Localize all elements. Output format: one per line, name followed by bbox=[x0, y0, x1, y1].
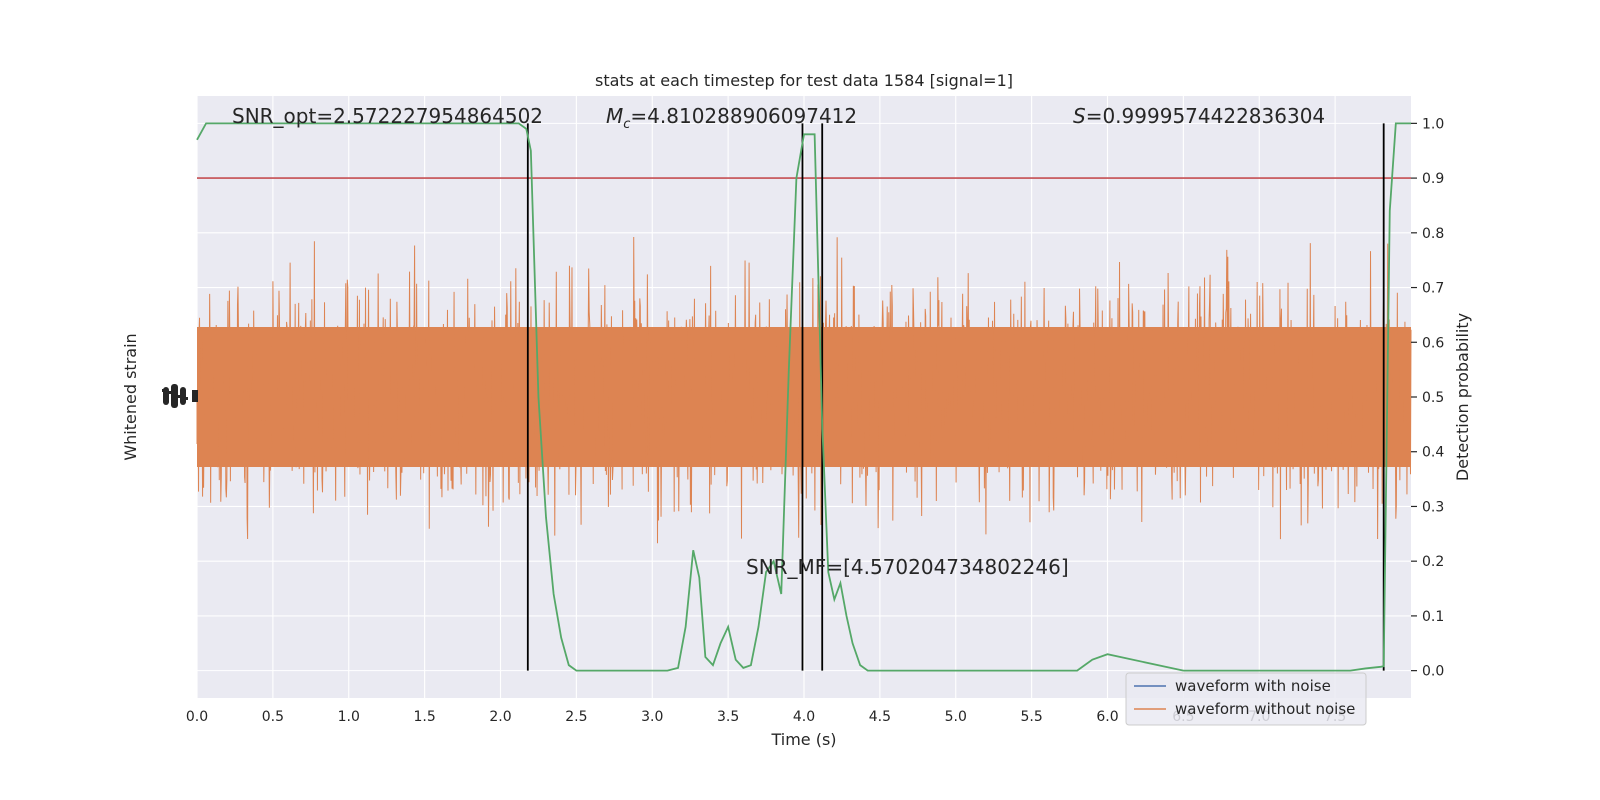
detection-probability-series bbox=[196, 122, 1411, 672]
chirp-mass-annotation: Mc=4.810288906097412 bbox=[606, 104, 857, 132]
waveform-without-noise-series bbox=[196, 236, 1412, 544]
chirp-mass-value: =4.810288906097412 bbox=[630, 104, 857, 128]
x-tick-label: 1.0 bbox=[338, 709, 360, 725]
chirp-mass-subscript: c bbox=[623, 117, 630, 132]
legend-box bbox=[1125, 672, 1367, 726]
x-tick-label: 5.0 bbox=[945, 709, 967, 725]
x-tick-label: 2.5 bbox=[565, 709, 587, 725]
x-tick-label: 3.5 bbox=[717, 709, 739, 725]
detection-probability-line bbox=[196, 122, 1411, 672]
s-symbol: S bbox=[1073, 104, 1086, 128]
s-value: =0.9999574422836304 bbox=[1086, 104, 1325, 128]
x-tick-label: 2.0 bbox=[489, 709, 511, 725]
left-axis-label: Whitened strain bbox=[121, 333, 140, 460]
waveform-without-noise-line bbox=[196, 236, 1412, 544]
x-tick-label: 4.0 bbox=[793, 709, 815, 725]
right-axis-label: Detection probability bbox=[1453, 313, 1472, 481]
x-tick-label: 0.5 bbox=[262, 709, 284, 725]
right-tick-label: 0.0 bbox=[1422, 664, 1444, 680]
right-axis-ticks: 0.0 0.1 0.2 0.3 0.4 0.5 0.6 0.7 0.8 0.9 1.0 bbox=[1411, 116, 1444, 680]
legend-label-with-noise: waveform with noise bbox=[1175, 677, 1331, 695]
left-axis-ticks bbox=[162, 384, 198, 408]
left-tick-label bbox=[167, 391, 173, 394]
right-tick-label: 0.7 bbox=[1422, 281, 1444, 297]
right-tick-label: 0.6 bbox=[1422, 335, 1444, 351]
x-tick-label: 5.5 bbox=[1020, 709, 1042, 725]
right-tick-label: 0.5 bbox=[1422, 390, 1444, 406]
x-tick-label: 1.5 bbox=[413, 709, 435, 725]
s-annotation: S=0.9999574422836304 bbox=[1073, 104, 1325, 128]
x-axis-label: Time (s) bbox=[770, 730, 836, 749]
right-tick-label: 0.8 bbox=[1422, 226, 1444, 242]
legend-label-without-noise: waveform without noise bbox=[1175, 700, 1355, 718]
left-tick-label bbox=[171, 384, 178, 408]
right-tick-label: 0.4 bbox=[1422, 445, 1444, 461]
chart-title: stats at each timestep for test data 158… bbox=[595, 71, 1013, 90]
chirp-mass-symbol: M bbox=[606, 104, 623, 128]
right-tick-label: 0.9 bbox=[1422, 171, 1444, 187]
snr-opt-annotation: SNR_opt=2.572227954864502 bbox=[232, 104, 543, 128]
right-tick-label: 0.2 bbox=[1422, 554, 1444, 570]
left-tick-label bbox=[163, 387, 169, 405]
right-tick-label: 1.0 bbox=[1422, 116, 1444, 132]
left-tick-label bbox=[192, 390, 198, 402]
x-tick-label: 6.0 bbox=[1096, 709, 1118, 725]
left-tick-label bbox=[180, 387, 186, 405]
legend: waveform with noise waveform without noi… bbox=[1125, 672, 1367, 726]
right-tick-label: 0.1 bbox=[1422, 609, 1444, 625]
snr-mf-annotation: SNR_MF=[4.570204734802246] bbox=[746, 555, 1069, 579]
right-tick-label: 0.3 bbox=[1422, 499, 1444, 515]
x-tick-label: 4.5 bbox=[869, 709, 891, 725]
x-tick-label: 3.0 bbox=[641, 709, 663, 725]
x-tick-label: 0.0 bbox=[186, 709, 208, 725]
